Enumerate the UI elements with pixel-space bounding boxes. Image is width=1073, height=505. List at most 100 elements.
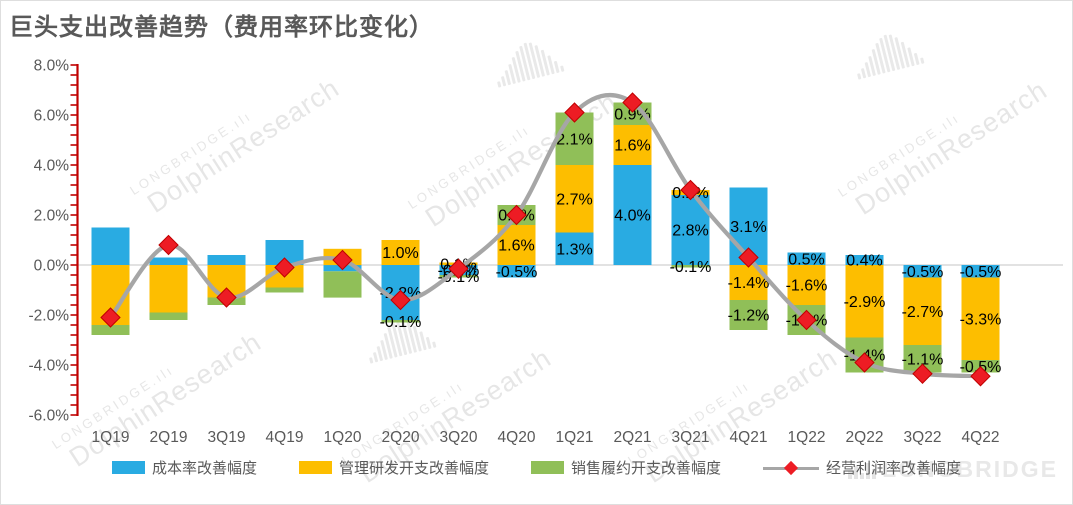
y-tick-label: -4.0% <box>29 358 70 375</box>
bar-segment <box>845 265 884 338</box>
bar-label: 0.5% <box>788 251 824 268</box>
y-tick-label: 2.0% <box>34 208 70 225</box>
x-tick-label: 3Q21 <box>672 429 710 446</box>
legend-item-operating-margin: 经营利润率改善幅度 <box>763 457 961 478</box>
bar-label: 1.3% <box>556 241 592 258</box>
bar-label: -1.1% <box>902 351 944 368</box>
bar-segment <box>555 232 594 265</box>
bar-segment <box>903 277 942 345</box>
diamond-marker-icon <box>783 460 799 475</box>
bar-segment <box>91 227 130 265</box>
bar-label: -0.5% <box>902 264 944 281</box>
bar-series-group <box>91 102 1000 373</box>
bar-segment <box>613 125 652 165</box>
bar-segment <box>961 277 1000 360</box>
y-tick-label: -2.0% <box>29 308 70 325</box>
bar-label: -0.5% <box>960 264 1002 281</box>
x-tick-label: 4Q19 <box>266 429 304 446</box>
x-tick-label: 1Q22 <box>788 429 826 446</box>
line-marker <box>738 247 759 268</box>
line-marker <box>622 92 643 113</box>
bar-label: -0.1% <box>380 314 422 331</box>
bar-segment <box>149 257 188 265</box>
bar-label: -0.1% <box>670 259 712 276</box>
legend-label-cost-rate: 成本率改善幅度 <box>151 460 257 477</box>
line-marker <box>506 204 527 226</box>
bar-label: -0.5% <box>496 264 538 281</box>
x-tick-label: 3Q22 <box>904 429 942 446</box>
bar-label: 2.7% <box>556 191 592 208</box>
bar-label: 2.8% <box>672 223 708 240</box>
bar-segment <box>323 271 362 298</box>
bar-label: 4.0% <box>614 208 650 225</box>
y-tick-label: -6.0% <box>29 408 70 425</box>
trend-line <box>108 93 983 379</box>
line-marker <box>216 287 237 308</box>
line-marker <box>680 179 701 201</box>
bar-label: 0.4% <box>846 253 882 270</box>
bar-segment <box>149 312 188 320</box>
legend-item-sales-fulfillment: 销售履约开支改善幅度 <box>531 457 721 478</box>
x-tick-label: 4Q20 <box>498 429 536 446</box>
line-marker <box>332 249 353 271</box>
bar-label: -2.9% <box>844 294 886 311</box>
bar-segment <box>961 265 1000 278</box>
x-tick-label: 3Q19 <box>208 429 246 446</box>
line-marker <box>448 258 469 279</box>
x-tick-label: 1Q20 <box>324 429 362 446</box>
legend-label-sales-fulfillment: 销售履约开支改善幅度 <box>571 460 722 477</box>
x-tick-label: 2Q19 <box>150 429 188 446</box>
legend-label-operating-margin: 经营利润率改善幅度 <box>826 460 962 477</box>
bar-label: -1.2% <box>728 308 770 325</box>
bar-label: 3.1% <box>730 219 766 236</box>
bar-label: 1.6% <box>614 138 650 155</box>
bar-segment <box>207 255 246 265</box>
y-tick-label: 0.0% <box>34 258 70 275</box>
legend-swatch-green <box>531 461 564 474</box>
bar-segment <box>381 240 420 265</box>
bar-label: -3.3% <box>960 311 1002 328</box>
bar-segment <box>671 265 710 268</box>
y-axis <box>70 64 79 416</box>
bar-segment <box>613 102 652 125</box>
x-tick-label: 1Q19 <box>92 429 130 446</box>
legend: 成本率改善幅度 管理研发开支改善幅度 销售履约开支改善幅度 经营利润率改善幅度 <box>1 457 1072 478</box>
y-tick-label: 6.0% <box>34 108 70 125</box>
bar-label: -1.6% <box>786 278 828 295</box>
bar-segment <box>91 325 130 335</box>
line-marker <box>796 309 817 331</box>
bar-segment <box>903 265 942 278</box>
bar-label: 2.1% <box>556 131 592 148</box>
y-tick-label: 4.0% <box>34 158 70 175</box>
bar-label: -1.4% <box>728 275 770 292</box>
x-tick-label: 3Q20 <box>440 429 478 446</box>
line-marker <box>854 352 875 373</box>
bar-segment <box>265 287 304 293</box>
legend-item-cost-rate: 成本率改善幅度 <box>111 457 257 478</box>
y-tick-label: 8.0% <box>34 58 70 75</box>
line-marker <box>158 234 179 256</box>
x-tick-label: 4Q21 <box>730 429 768 446</box>
line-marker <box>912 363 933 384</box>
bar-segment <box>555 165 594 233</box>
legend-item-admin-rd: 管理研发开支改善幅度 <box>298 457 489 478</box>
line-marker <box>564 102 585 123</box>
bar-segment <box>497 265 536 278</box>
bar-segment <box>787 252 826 265</box>
bar-segment <box>149 265 188 313</box>
bar-label: 1.6% <box>498 238 534 255</box>
legend-swatch-yellow <box>298 461 332 474</box>
x-tick-label: 4Q22 <box>962 429 1000 446</box>
bar-label: 1.0% <box>382 245 418 262</box>
chart-title: 巨头支出改善趋势（费用率环比变化） <box>9 14 434 41</box>
legend-line-diamond-swatch <box>763 460 820 475</box>
legend-swatch-blue <box>111 461 145 474</box>
bar-label: -2.7% <box>902 304 944 321</box>
line-marker <box>970 366 991 387</box>
x-tick-label: 2Q21 <box>614 429 652 446</box>
bar-segment <box>613 165 652 265</box>
line-marker <box>390 289 411 311</box>
bar-segment <box>729 300 768 330</box>
